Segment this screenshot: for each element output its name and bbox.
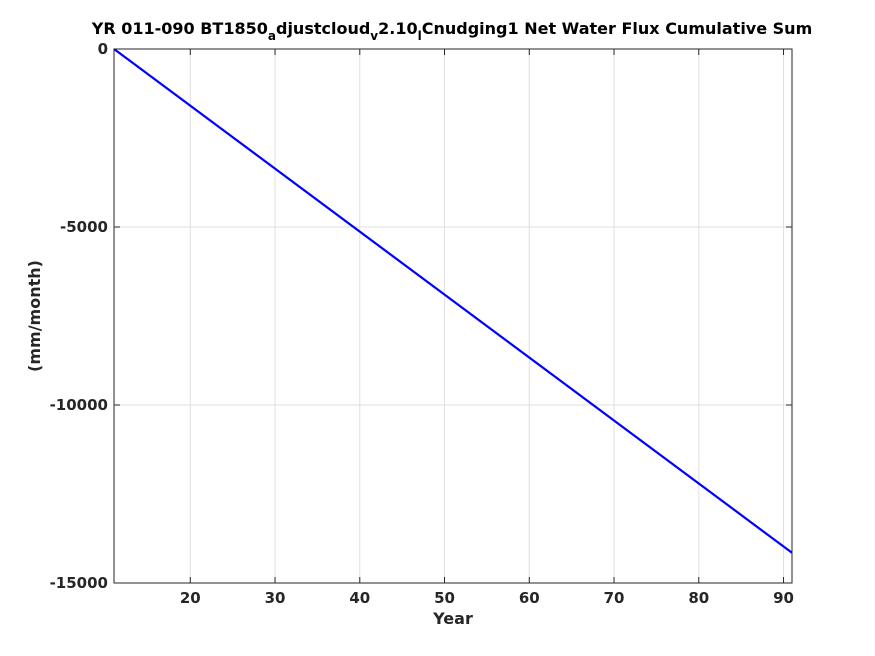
- chart-title-subscript-2: v: [370, 29, 378, 43]
- y-tick-label: -10000: [50, 396, 108, 414]
- chart-title-part4: Cnudging1 Net Water Flux Cumulative Sum: [422, 19, 813, 38]
- chart-title-part1: YR 011-090 BT1850: [91, 19, 268, 38]
- chart-title: YR 011-090 BT1850adjustcloudv2.10lCnudgi…: [91, 19, 812, 43]
- axes-frame: [113, 48, 793, 584]
- y-axis-label: (mm/month): [25, 260, 44, 372]
- series-line: [113, 48, 793, 554]
- x-tick-label: 50: [434, 589, 455, 607]
- x-tick-label: 20: [180, 589, 201, 607]
- y-tick-label: -15000: [50, 574, 108, 592]
- x-tick-label: 80: [688, 589, 709, 607]
- chart-title-part3: 2.10: [378, 19, 417, 38]
- chart-title-subscript-1: a: [268, 29, 276, 43]
- plot-series: [113, 48, 793, 554]
- axis-ticks: 20 30 40 50 60 70 80 90 0 -5000 -10000 -15000: [50, 40, 794, 607]
- y-tick-label: 0: [98, 40, 108, 58]
- x-tick-label: 40: [349, 589, 370, 607]
- x-tick-label: 30: [265, 589, 286, 607]
- x-tick-label: 90: [773, 589, 794, 607]
- y-tick-label: -5000: [60, 218, 108, 236]
- x-tick-label: 60: [519, 589, 540, 607]
- chart-title-subscript-3: l: [418, 29, 422, 43]
- x-axis-label: Year: [432, 609, 473, 628]
- x-tick-label: 70: [604, 589, 625, 607]
- grid-lines: [114, 48, 792, 584]
- chart-title-part2: djustcloud: [276, 19, 370, 38]
